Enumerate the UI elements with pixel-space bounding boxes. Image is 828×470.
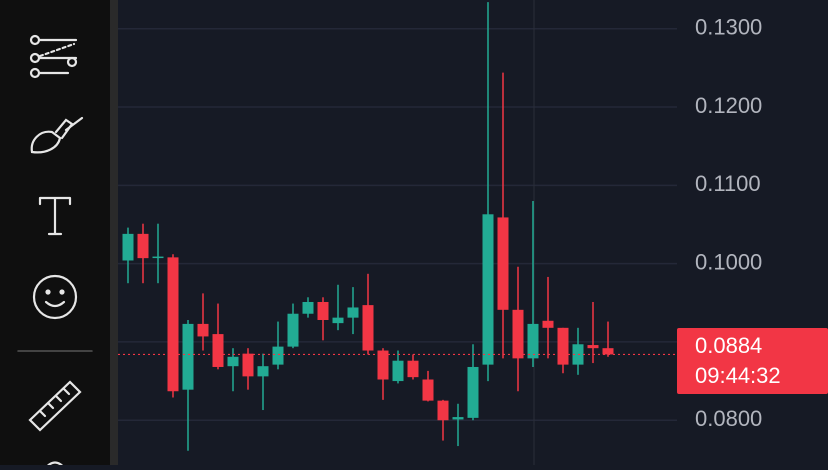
candle-body bbox=[422, 379, 434, 401]
countdown: 09:44:32 bbox=[695, 363, 781, 388]
candle-body bbox=[167, 257, 179, 392]
candle-body bbox=[287, 313, 299, 347]
candle-body bbox=[332, 317, 344, 324]
candle-body bbox=[137, 233, 149, 259]
candle-body bbox=[347, 307, 359, 318]
candle-body bbox=[122, 233, 134, 261]
y-tick-label: 0.1000 bbox=[695, 249, 762, 274]
last-price: 0.0884 bbox=[695, 333, 762, 358]
candle-body bbox=[362, 305, 374, 351]
toolbar-icons bbox=[17, 34, 93, 470]
candle-body bbox=[227, 356, 239, 367]
ruler-tool[interactable] bbox=[28, 380, 82, 432]
candle-body bbox=[392, 360, 404, 382]
candle-body bbox=[437, 400, 449, 421]
candle-body bbox=[557, 327, 569, 365]
candle-body bbox=[317, 301, 329, 320]
y-tick-label: 0.1100 bbox=[695, 171, 761, 196]
last-price-label: 0.0884 09:44:32 bbox=[677, 328, 828, 394]
candle-body bbox=[602, 348, 614, 355]
candle-body bbox=[182, 323, 194, 390]
candle-body bbox=[452, 417, 464, 420]
candle-body bbox=[542, 320, 554, 328]
candles bbox=[122, 2, 614, 451]
candle-body bbox=[377, 350, 389, 380]
emoji-tool[interactable] bbox=[32, 274, 78, 320]
candle-body bbox=[257, 366, 269, 377]
lines-tool[interactable] bbox=[29, 34, 78, 79]
candle-body bbox=[482, 214, 494, 365]
y-tick-label: 0.1300 bbox=[695, 15, 762, 40]
candle-body bbox=[467, 366, 479, 418]
candle-body bbox=[527, 323, 539, 359]
toolbar-edge bbox=[110, 0, 118, 465]
last-price-box bbox=[677, 328, 828, 394]
candle-body bbox=[407, 360, 419, 378]
y-tick-label: 0.0800 bbox=[695, 406, 762, 431]
text-tool[interactable] bbox=[38, 196, 72, 236]
candle-body bbox=[197, 323, 209, 337]
grid bbox=[118, 27, 677, 421]
candle-body bbox=[497, 217, 509, 310]
candle-body bbox=[242, 353, 254, 377]
brush-tool[interactable] bbox=[30, 116, 84, 154]
candle-body bbox=[587, 345, 599, 349]
y-tick-label: 0.1200 bbox=[695, 93, 762, 118]
candle-body bbox=[512, 309, 524, 359]
candle-body bbox=[212, 334, 224, 367]
candle-body bbox=[152, 256, 164, 259]
candle-body bbox=[302, 301, 314, 314]
candle-body bbox=[272, 346, 284, 365]
